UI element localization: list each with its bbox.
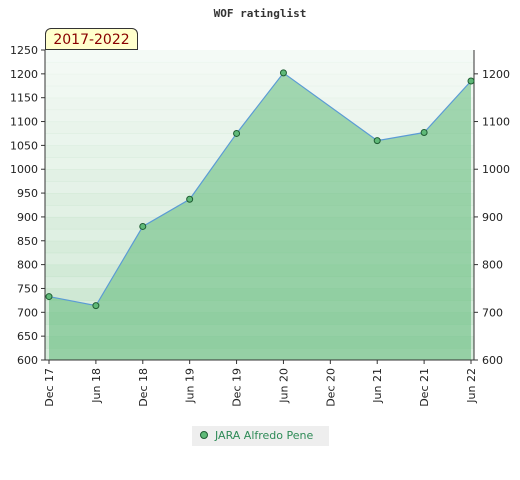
y-right-tick-label: 1000 (482, 163, 510, 176)
y-right-tick-label: 900 (482, 211, 503, 224)
y-right-tick-label: 700 (482, 306, 503, 319)
y-left-tick-label: 800 (17, 259, 38, 272)
period-badge: 2017-2022 (45, 28, 138, 50)
series-area-fill (49, 72, 471, 361)
y-left-tick-label: 750 (17, 282, 38, 295)
x-tick-label: Dec 21 (418, 368, 431, 407)
y-left-tick-label: 850 (17, 235, 38, 248)
x-tick-label: Jun 20 (277, 368, 290, 404)
data-point (279, 69, 287, 77)
y-left-tick-label: 900 (17, 211, 38, 224)
x-tick-label: Dec 18 (137, 368, 150, 407)
data-point (373, 137, 381, 145)
y-axis-left-ticks: 600 650 700 750 800 850 900 950 1000 1050 1100 1150… (10, 44, 45, 367)
y-left-tick-label: 1050 (10, 139, 38, 152)
data-point (467, 77, 475, 85)
y-left-tick-label: 1100 (10, 116, 38, 129)
axes (44, 50, 475, 361)
x-tick-label: Jun 21 (371, 368, 384, 404)
y-left-tick-label: 1000 (10, 163, 38, 176)
x-tick-label: Dec 20 (324, 368, 337, 407)
y-left-tick-label: 650 (17, 330, 38, 343)
background-band (45, 50, 474, 63)
chart-title: WOF ratinglist (214, 7, 307, 20)
y-axis-right-ticks: 600 700 800 900 1000 1100 1200 (474, 68, 510, 367)
data-point (92, 302, 100, 310)
legend-label: JARA Alfredo Pene (215, 429, 314, 442)
y-left-tick-label: 700 (17, 306, 38, 319)
x-tick-label: Dec 17 (43, 368, 56, 407)
y-left-tick-label: 950 (17, 187, 38, 200)
data-point (45, 293, 53, 301)
background-band (45, 73, 474, 87)
legend: JARA Alfredo Pene (192, 426, 329, 446)
data-point (139, 222, 147, 230)
y-right-tick-label: 1100 (482, 116, 510, 129)
background-band (45, 61, 474, 75)
y-right-tick-label: 600 (482, 354, 503, 367)
data-point (186, 195, 194, 203)
legend-marker-icon (200, 431, 208, 439)
y-left-tick-label: 1200 (10, 68, 38, 81)
x-tick-label: Jun 19 (184, 368, 197, 404)
x-tick-label: Jun 18 (90, 368, 103, 404)
background-band (45, 85, 474, 99)
y-left-tick-label: 1150 (10, 92, 38, 105)
x-axis-ticks: Dec 17 Jun 18 Dec 18 Jun 19 Dec 19 Jun 20 Dec … (43, 360, 478, 407)
data-point (420, 129, 428, 137)
y-left-tick-label: 1250 (10, 44, 38, 57)
y-right-tick-label: 1200 (482, 68, 510, 81)
x-tick-label: Dec 19 (231, 368, 244, 407)
series-points (45, 69, 475, 310)
x-tick-label: Jun 22 (465, 368, 478, 404)
data-point (233, 129, 241, 137)
y-left-tick-label: 600 (17, 354, 38, 367)
y-right-tick-label: 800 (482, 259, 503, 272)
